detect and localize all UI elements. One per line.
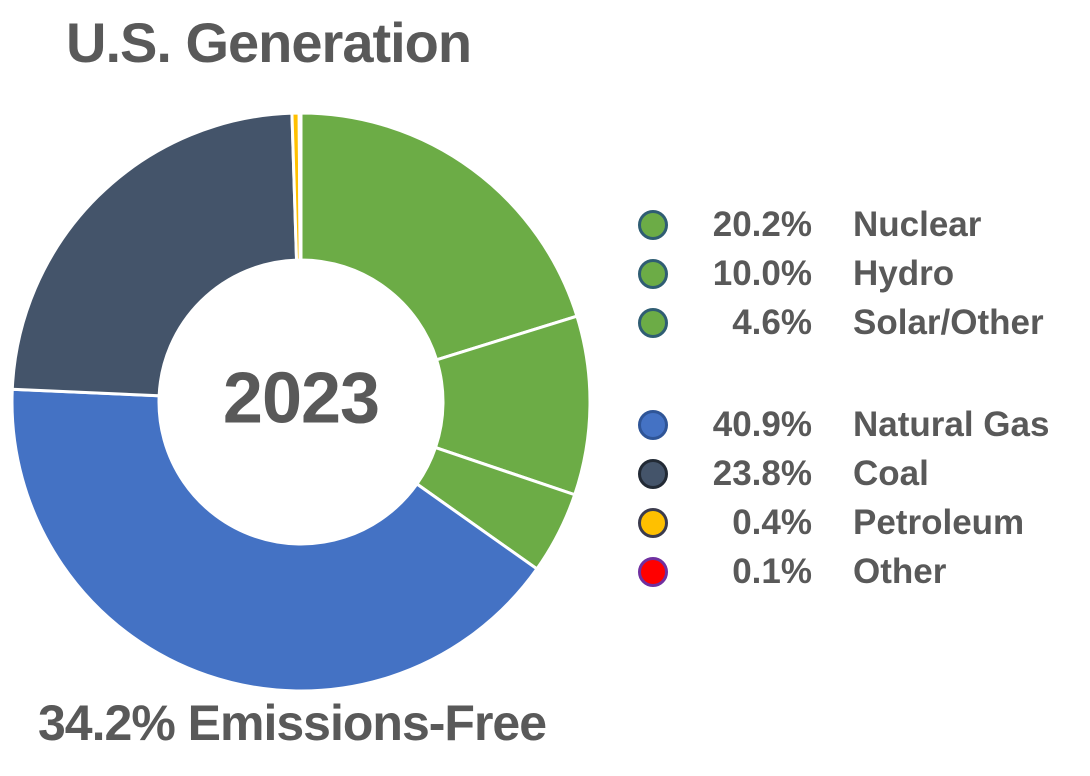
legend-group-fossil-other: 40.9% Natural Gas 23.8% Coal 0.4% Petrol…: [638, 400, 1049, 596]
other-legend-marker-icon: [638, 556, 668, 587]
coal-label: Coal: [853, 453, 929, 493]
legend-row-hydro: 10.0% Hydro: [638, 249, 1049, 298]
legend-row-petroleum: 0.4% Petroleum: [638, 498, 1049, 547]
coal-percent: 23.8%: [712, 453, 812, 493]
hydro-legend-marker-icon: [638, 258, 668, 289]
center-year-label: 2023: [222, 358, 380, 439]
emissions-free-note: 34.2% Emissions-Free: [38, 695, 547, 751]
petroleum-legend-marker-icon: [638, 507, 668, 538]
petroleum-label: Petroleum: [853, 502, 1025, 542]
solar-other-label: Solar/Other: [853, 302, 1044, 342]
solar-other-percent: 4.6%: [732, 302, 812, 342]
slice-nuclear: [299, 111, 579, 362]
natural-gas-legend-marker-icon: [638, 409, 668, 440]
chart-title: U.S. Generation: [66, 11, 472, 74]
donut-svg: [10, 111, 592, 693]
other-label: Other: [853, 551, 947, 591]
donut-chart: 2023: [10, 111, 592, 693]
slice-natural-gas: [10, 387, 540, 693]
nuclear-legend-marker-icon: [638, 209, 668, 240]
legend-row-nuclear: 20.2% Nuclear: [638, 200, 1049, 249]
slice-coal: [10, 111, 299, 398]
legend: 20.2% Nuclear 10.0% Hydro 4.6% Solar/Oth…: [638, 200, 1049, 596]
nuclear-percent: 20.2%: [712, 204, 812, 244]
legend-row-coal: 23.8% Coal: [638, 449, 1049, 498]
legend-row-natural-gas: 40.9% Natural Gas: [638, 400, 1049, 449]
legend-row-other: 0.1% Other: [638, 547, 1049, 596]
hydro-label: Hydro: [853, 253, 955, 293]
other-percent: 0.1%: [732, 551, 812, 591]
coal-legend-marker-icon: [638, 458, 668, 489]
slice-other: [297, 111, 303, 262]
natural-gas-label: Natural Gas: [853, 404, 1050, 444]
petroleum-percent: 0.4%: [732, 502, 812, 542]
solar-other-legend-marker-icon: [638, 307, 668, 338]
legend-group-emissions-free: 20.2% Nuclear 10.0% Hydro 4.6% Solar/Oth…: [638, 200, 1049, 347]
nuclear-label: Nuclear: [853, 204, 982, 244]
hydro-percent: 10.0%: [712, 253, 812, 293]
legend-row-solar-other: 4.6% Solar/Other: [638, 298, 1049, 347]
natural-gas-percent: 40.9%: [712, 404, 812, 444]
